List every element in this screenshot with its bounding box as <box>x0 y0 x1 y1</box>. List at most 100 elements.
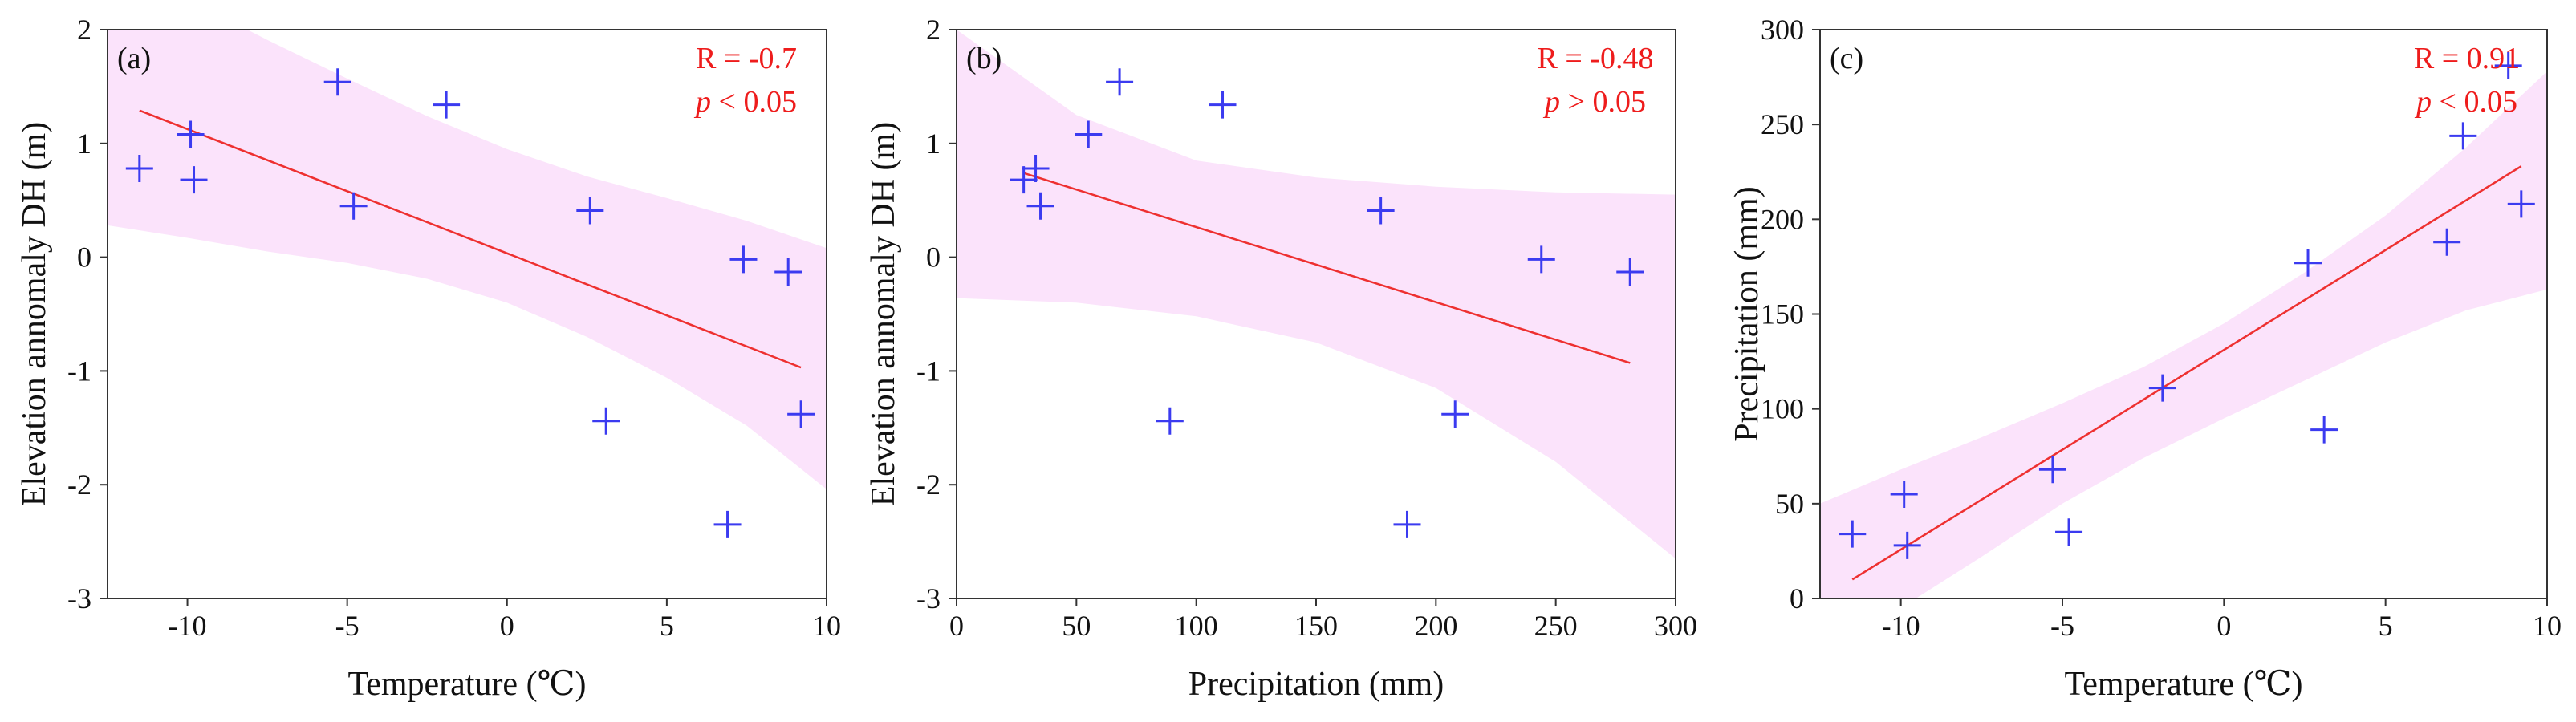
data-point <box>1367 197 1395 225</box>
y-tick-label: 1 <box>926 128 941 160</box>
data-point <box>774 258 802 286</box>
y-tick-label: 1 <box>77 128 91 160</box>
data-point <box>1441 400 1469 428</box>
p-threshold: < 0.05 <box>2432 85 2517 119</box>
regression-line <box>139 109 802 369</box>
data-point <box>1616 258 1644 286</box>
data-point <box>1022 154 1050 182</box>
x-axis-label: Temperature (℃) <box>2064 666 2302 703</box>
confidence-band <box>108 30 827 489</box>
data-point <box>1106 68 1134 96</box>
y-tick-label: 150 <box>1761 298 1804 331</box>
data-point <box>2055 518 2083 546</box>
data-point <box>1393 510 1421 538</box>
y-tick-label: 300 <box>1761 14 1804 46</box>
data-point <box>1893 531 1921 559</box>
x-tick-label: -5 <box>335 610 360 642</box>
y-axis-label: Elevation annomaly DH (m) <box>16 122 53 506</box>
y-tick-label: 0 <box>1790 582 1804 615</box>
x-tick-label: 0 <box>500 610 514 642</box>
panel-label: (b) <box>966 42 1002 75</box>
p-value-annotation: p < 0.05 <box>2414 85 2517 119</box>
y-tick-label: -1 <box>916 355 941 387</box>
y-tick-label: 250 <box>1761 108 1804 140</box>
data-point <box>1075 120 1103 148</box>
data-point <box>1527 245 1555 274</box>
y-axis-label: Precipitation (mm) <box>1729 186 1765 441</box>
y-tick-label: -2 <box>67 468 91 501</box>
panel-label: (a) <box>117 42 151 75</box>
data-point <box>339 192 368 220</box>
y-tick-label: 0 <box>77 241 91 274</box>
x-tick-label: -10 <box>1882 610 1920 642</box>
y-tick-label: 0 <box>926 241 941 274</box>
data-point <box>2310 416 2338 444</box>
x-tick-label: 200 <box>1414 610 1457 642</box>
y-tick-label: 2 <box>77 14 91 46</box>
data-point <box>576 197 604 225</box>
data-point <box>2148 374 2176 402</box>
data-point <box>2507 190 2535 218</box>
confidence-band <box>1820 71 2547 598</box>
p-threshold: < 0.05 <box>711 85 797 119</box>
x-axis-label: Temperature (℃) <box>347 666 586 703</box>
y-tick-label: 100 <box>1761 393 1804 425</box>
p-value-annotation: p > 0.05 <box>1542 85 1646 119</box>
data-point <box>2449 122 2477 150</box>
r-value-annotation: R = -0.7 <box>696 42 797 75</box>
r-value-annotation: R = 0.91 <box>2414 42 2520 75</box>
axes-frame <box>107 29 827 599</box>
y-tick-label: -2 <box>916 468 941 501</box>
x-tick-label: 0 <box>949 610 964 642</box>
data-point <box>1010 166 1038 194</box>
plot-area <box>957 30 1676 559</box>
x-tick-label: -10 <box>169 610 207 642</box>
data-point <box>729 245 758 274</box>
y-axis-label: Elevation annomaly DH (m) <box>865 122 902 506</box>
y-tick-label: 50 <box>1775 488 1804 520</box>
x-tick-label: 50 <box>1062 610 1091 642</box>
chart-panel-2: 0 50 100 150 200 250 300 -3 -2 -1 0 1 2 Precipitation… <box>865 14 1697 703</box>
y-tick-label: -3 <box>67 582 91 615</box>
x-tick-label: 250 <box>1534 610 1578 642</box>
data-point <box>1890 481 1918 509</box>
y-tick-label: 200 <box>1761 203 1804 235</box>
x-tick-label: 300 <box>1654 610 1697 642</box>
p-symbol: p <box>2414 85 2432 119</box>
r-value-annotation: R = -0.48 <box>1538 42 1654 75</box>
data-point <box>177 120 205 148</box>
x-tick-label: 150 <box>1294 610 1338 642</box>
panel-label: (c) <box>1830 42 1863 75</box>
data-point <box>1156 407 1184 435</box>
y-tick-label: -3 <box>916 582 941 615</box>
y-tick-label: 2 <box>926 14 941 46</box>
data-point <box>713 510 742 538</box>
x-tick-label: -5 <box>2050 610 2074 642</box>
regression-line <box>1851 165 2522 581</box>
p-threshold: > 0.05 <box>1560 85 1646 119</box>
data-point <box>1839 520 1867 548</box>
x-tick-label: 5 <box>2379 610 2393 642</box>
data-point <box>1026 192 1054 220</box>
regression-line <box>1023 172 1631 364</box>
x-tick-label: 0 <box>2216 610 2231 642</box>
data-point <box>1209 91 1237 119</box>
data-point <box>323 68 351 96</box>
p-symbol: p <box>693 85 711 119</box>
data-point <box>787 400 815 428</box>
plot-area <box>108 30 827 538</box>
p-value-annotation: p < 0.05 <box>693 85 797 119</box>
data-point <box>180 166 208 194</box>
confidence-band <box>957 30 1676 559</box>
y-tick-label: -1 <box>67 355 91 387</box>
data-point <box>2494 51 2522 79</box>
data-point <box>2038 456 2066 484</box>
plot-area <box>1820 51 2547 598</box>
x-tick-label: 10 <box>812 610 841 642</box>
x-axis-label: Precipitation (mm) <box>1188 666 1444 703</box>
data-point <box>2433 228 2461 256</box>
data-point <box>592 407 620 435</box>
